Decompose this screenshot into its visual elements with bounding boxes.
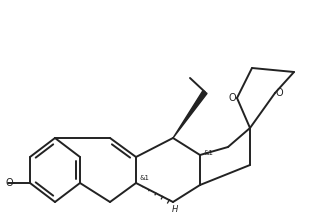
Text: O: O <box>276 88 284 98</box>
Text: &1: &1 <box>139 175 149 181</box>
Text: H: H <box>172 205 178 213</box>
Text: &1: &1 <box>204 150 214 156</box>
Text: O: O <box>5 178 13 188</box>
Polygon shape <box>173 91 207 138</box>
Text: O: O <box>228 93 236 103</box>
